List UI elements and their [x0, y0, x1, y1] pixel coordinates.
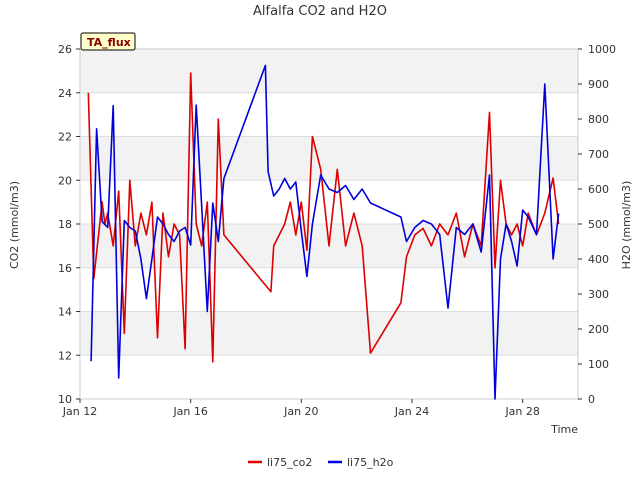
y-right-tick-label: 100 — [588, 358, 609, 371]
x-tick-label: Jan 12 — [62, 405, 97, 418]
y-axis-right-label: H2O (mmol/m3) — [620, 181, 633, 270]
y-axis-left-label: CO2 (mmol/m3) — [8, 181, 21, 269]
y-left-tick-label: 14 — [58, 306, 72, 319]
x-axis-label: Time — [550, 423, 578, 436]
x-tick-label: Jan 24 — [394, 405, 429, 418]
y-right-tick-label: 200 — [588, 323, 609, 336]
x-tick-label: Jan 28 — [504, 405, 539, 418]
ta-flux-badge: TA_flux — [80, 32, 136, 51]
y-right-tick-label: 300 — [588, 288, 609, 301]
y-right-tick-label: 500 — [588, 218, 609, 231]
y-right-tick-label: 400 — [588, 253, 609, 266]
plot-band — [80, 49, 578, 93]
y-left-tick-label: 18 — [58, 218, 72, 231]
legend-label-li75_h2o: li75_h2o — [347, 456, 394, 469]
series-line-li75_co2 — [87, 72, 560, 363]
y-right-tick-label: 700 — [588, 148, 609, 161]
y-right-tick-label: 900 — [588, 78, 609, 91]
y-right-tick-label: 0 — [588, 393, 595, 406]
y-left-tick-label: 20 — [58, 174, 72, 187]
y-right-tick-label: 1000 — [588, 43, 616, 56]
badge-label: TA_flux — [87, 36, 131, 49]
y-left-tick-label: 12 — [58, 349, 72, 362]
plot-background-bands — [80, 48, 578, 400]
x-tick-label: Jan 16 — [172, 405, 207, 418]
legend-label-li75_co2: li75_co2 — [267, 456, 312, 469]
y-axis-left-ticks: 10 12 14 16 18 20 22 24 26 — [58, 43, 80, 406]
y-right-tick-label: 600 — [588, 183, 609, 196]
plot-band — [80, 311, 578, 356]
badge-box — [80, 32, 136, 51]
x-axis-ticks: Jan 12 Jan 16 Jan 20 Jan 24 Jan 28 — [62, 399, 540, 418]
y-left-tick-label: 16 — [58, 262, 72, 275]
y-right-tick-label: 800 — [588, 113, 609, 126]
y-left-tick-label: 22 — [58, 131, 72, 144]
series-layer — [87, 64, 560, 400]
legend: li75_co2 li75_h2o — [248, 456, 394, 469]
x-tick-label: Jan 20 — [283, 405, 318, 418]
y-left-tick-label: 26 — [58, 43, 72, 56]
y-left-tick-label: 10 — [58, 393, 72, 406]
chart-title: Alfalfa CO2 and H2O — [253, 4, 387, 19]
plot-band — [80, 355, 578, 399]
plot-band — [80, 136, 578, 181]
y-left-tick-label: 24 — [58, 87, 72, 100]
series-line-li75_h2o — [90, 64, 560, 400]
plot-band — [80, 92, 578, 137]
plot-band — [80, 267, 578, 312]
y-axis-right-ticks: 0 100 200 300 400 500 600 700 800 900 1000 — [578, 43, 616, 406]
